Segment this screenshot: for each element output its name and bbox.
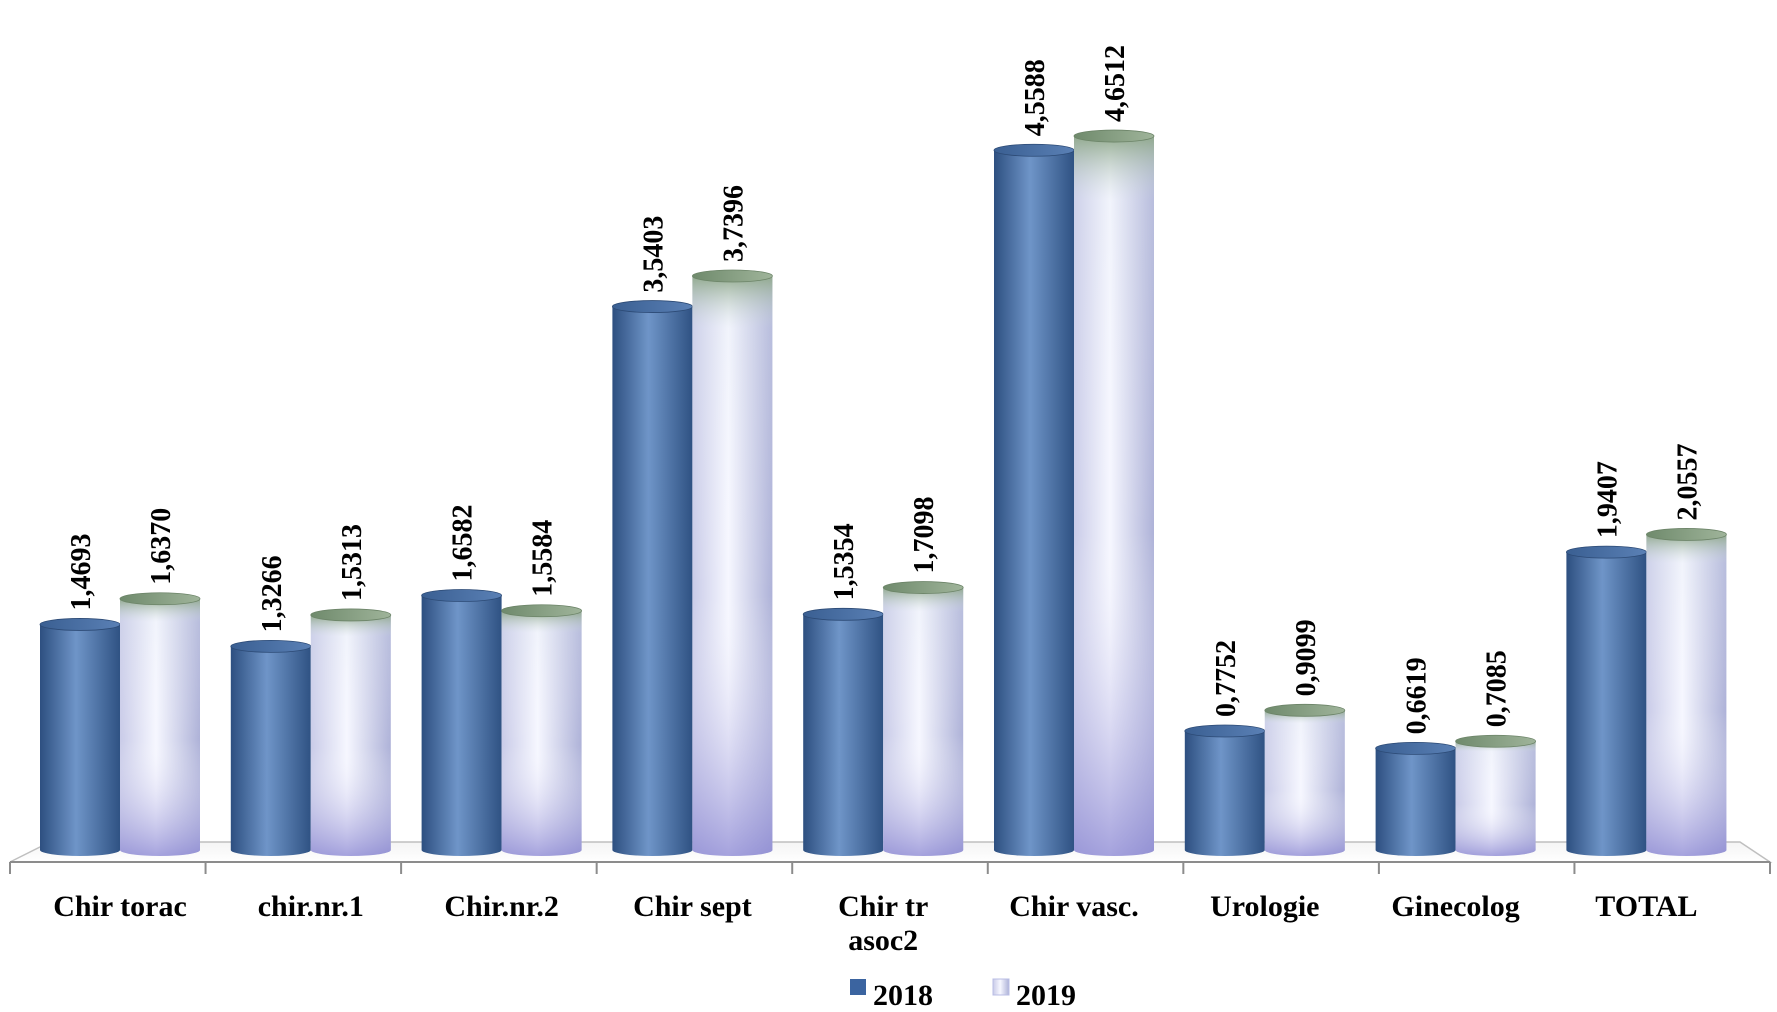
value-label-2018-ginecolog: 0,6619 xyxy=(1402,657,1433,734)
bar-2019-chir-vasc xyxy=(1073,129,1155,857)
bar-2018-chir-nr-1 xyxy=(230,639,312,856)
bar-2018-ginecolog-cap xyxy=(1375,741,1456,755)
bar-2019-chir-vasc-shade xyxy=(1074,136,1154,857)
bar-2019-chir-tr-asoc2-cap xyxy=(882,581,964,594)
category-label-chir-torac: Chir torac xyxy=(53,890,187,923)
value-label-2019-chir-nr-2: 1,5584 xyxy=(528,520,559,597)
value-label-2018-chir-nr-2: 1,6582 xyxy=(448,504,479,581)
value-labels: 1,4693 1,6370 1,3266 1,5313 1,6582 1,5584 3,54… xyxy=(66,45,1703,734)
bar-2018-chir-sept-cap xyxy=(612,300,693,313)
bar-2018-chir-nr-1-body xyxy=(230,646,311,856)
category-label-ginecolog: Ginecolog xyxy=(1391,890,1519,923)
bar-2018-chir-sept xyxy=(612,300,693,856)
bar-2018-urologie xyxy=(1184,724,1266,856)
bar-2019-total-cap xyxy=(1646,528,1727,541)
bar-2019-chir-tr-asoc2-shade xyxy=(883,587,964,856)
bar-2019-chir-sept xyxy=(692,269,773,856)
value-label-2019-chir-sept: 3,7396 xyxy=(718,185,749,262)
bar-2019-chir-sept-shade xyxy=(692,275,773,856)
value-label-2019-chir-torac: 1,6370 xyxy=(146,508,177,585)
value-label-2018-total: 1,9407 xyxy=(1592,461,1623,538)
value-label-2019-ginecolog: 0,7085 xyxy=(1482,650,1513,727)
bar-2019-chir-sept-cap xyxy=(692,269,773,283)
bar-2019-chir-nr-1-cap xyxy=(310,608,392,622)
bar-2018-chir-torac-cap xyxy=(39,618,121,631)
bar-2019-chir-nr-1-shade xyxy=(310,614,391,856)
bar-2018-chir-torac-body xyxy=(40,624,120,856)
bar-2018-total-cap xyxy=(1566,545,1647,559)
category-label-total: TOTAL xyxy=(1595,890,1697,923)
value-label-2019-urologie: 0,9099 xyxy=(1291,619,1322,696)
legend-item-2019: 2019 xyxy=(992,978,1076,1012)
bar-2018-urologie-body xyxy=(1184,731,1265,856)
bar-2019-ginecolog-shade xyxy=(1455,741,1536,856)
bar-2019-chir-nr-2-cap xyxy=(501,604,582,618)
legend-label-2018: 2018 xyxy=(873,979,933,1007)
bar-2018-chir-tr-asoc2 xyxy=(802,607,884,856)
bar-2018-chir-nr-2 xyxy=(421,589,503,856)
value-label-2018-chir-sept: 3,5403 xyxy=(638,216,669,293)
bar-2019-urologie-shade xyxy=(1264,710,1345,856)
value-label-2018-chir-torac: 1,4693 xyxy=(66,533,97,610)
bar-2019-chir-nr-2-shade xyxy=(501,610,582,856)
value-label-2019-total: 2,0557 xyxy=(1672,443,1703,520)
category-label-chir-nr-2: Chir.nr.2 xyxy=(444,890,559,923)
bar-2018-chir-nr-2-body xyxy=(421,595,502,856)
category-labels: Chir torac chir.nr.1 Chir.nr.2 Chir sept Chi… xyxy=(53,890,1697,957)
bar-2018-urologie-cap xyxy=(1184,724,1266,738)
value-label-2019-chir-vasc: 4,6512 xyxy=(1100,45,1131,122)
bar-2018-chir-vasc-body xyxy=(994,150,1074,857)
value-label-2018-chir-tr-asoc2: 1,5354 xyxy=(829,523,860,600)
bar-2018-total-body xyxy=(1566,552,1647,856)
legend-label-2019: 2019 xyxy=(1016,979,1076,1007)
bar-2019-ginecolog xyxy=(1455,734,1536,856)
category-label-urologie: Urologie xyxy=(1210,890,1319,923)
bar-2018-chir-tr-asoc2-body xyxy=(803,614,884,856)
bar-2019-chir-torac-cap xyxy=(119,592,201,606)
category-label-chir-tr-asoc2: Chir tr asoc2 xyxy=(838,890,928,957)
bar-2019-chir-tr-asoc2 xyxy=(882,581,964,856)
bar-2018-chir-vasc xyxy=(993,143,1075,857)
bar-2019-chir-nr-2 xyxy=(501,604,582,856)
bar-2018-chir-vasc-cap xyxy=(993,143,1075,157)
bar-2019-chir-vasc-cap xyxy=(1073,129,1155,143)
bar-2019-chir-torac xyxy=(119,592,201,856)
bars xyxy=(39,129,1727,857)
bar-2018-chir-torac xyxy=(39,618,121,856)
value-label-2019-chir-tr-asoc2: 1,7098 xyxy=(909,497,940,574)
bar-2019-total-shade xyxy=(1646,534,1727,856)
value-label-2018-urologie: 0,7752 xyxy=(1211,640,1242,717)
bar-2019-chir-torac-shade xyxy=(120,598,200,856)
bar-2018-ginecolog-body xyxy=(1375,748,1456,856)
category-label-chir-sept: Chir sept xyxy=(633,890,752,923)
value-label-2018-chir-nr-1: 1,3266 xyxy=(257,555,288,632)
value-label-2018-chir-vasc: 4,5588 xyxy=(1020,59,1051,136)
legend-item-2018: 2018 xyxy=(850,979,933,1012)
legend-swatch-2018 xyxy=(850,979,866,995)
bar-2018-chir-sept-body xyxy=(612,306,693,856)
bar-2019-urologie xyxy=(1264,703,1346,856)
bar-2019-ginecolog-cap xyxy=(1455,734,1536,748)
bar-2018-chir-tr-asoc2-cap xyxy=(802,607,884,621)
bar-2018-chir-nr-1-cap xyxy=(230,639,312,653)
category-label-chir-vasc: Chir vasc. xyxy=(1009,890,1138,923)
bar-2018-chir-nr-2-cap xyxy=(421,589,503,602)
bar-2019-chir-nr-1 xyxy=(310,608,392,856)
category-label-chir-nr-1: chir.nr.1 xyxy=(258,890,364,923)
bar-2018-ginecolog xyxy=(1375,741,1456,856)
legend-swatch-2019 xyxy=(992,978,1010,996)
legend: 2018 2019 xyxy=(850,978,1076,1012)
bar-2019-urologie-cap xyxy=(1264,703,1346,717)
value-label-2019-chir-nr-1: 1,5313 xyxy=(337,524,368,601)
bar-2018-total xyxy=(1566,545,1647,856)
bar-2019-total xyxy=(1646,528,1727,856)
